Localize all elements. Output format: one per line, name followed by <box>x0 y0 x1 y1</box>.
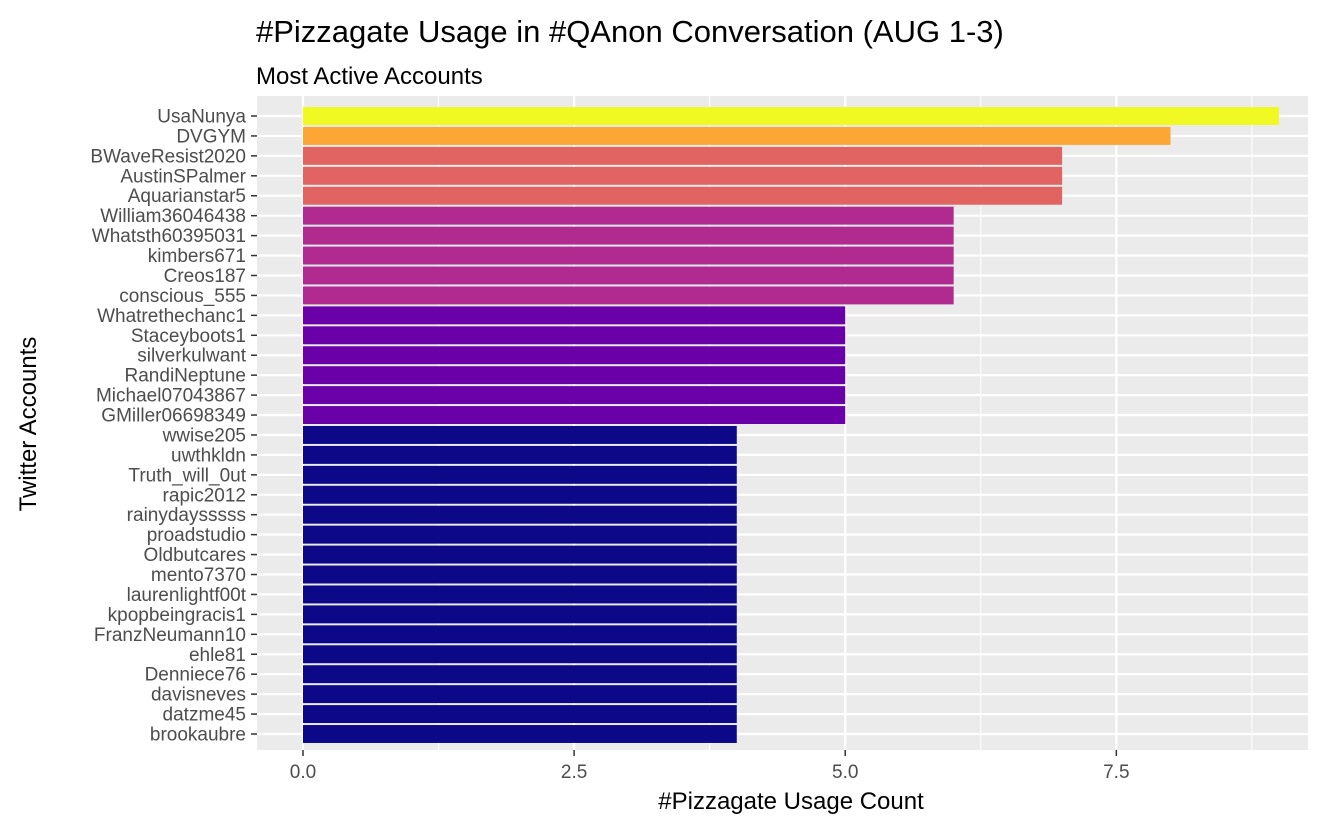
bar-davisneves <box>303 685 737 704</box>
y-axis-ticks: UsaNunyaDVGYMBWaveResist2020AustinSPalme… <box>90 107 257 746</box>
y-axis-title: Twitter Accounts <box>15 337 42 512</box>
y-tick-label: conscious_555 <box>119 286 246 307</box>
x-tick-label: 0.0 <box>290 762 316 783</box>
y-tick-label: Truth_will_0ut <box>128 465 246 486</box>
bar-FranzNeumann10 <box>303 625 737 644</box>
y-tick-label: rapic2012 <box>163 485 246 506</box>
x-tick-label: 5.0 <box>832 762 858 783</box>
y-tick-label: mento7370 <box>151 565 246 586</box>
y-tick-label: Staceyboots1 <box>131 326 246 347</box>
y-tick-label: Whatrethechanc1 <box>97 306 246 327</box>
bar-wwise205 <box>303 425 737 444</box>
bar-mento7370 <box>303 565 737 584</box>
y-tick-label: Denniece76 <box>145 665 246 686</box>
y-tick-label: kimbers671 <box>148 246 246 267</box>
bar-Staceyboots1 <box>303 326 846 345</box>
bar-GMiller06698349 <box>303 406 846 425</box>
y-tick-label: ehle81 <box>189 645 246 666</box>
bar-rainydaysssss <box>303 505 737 524</box>
y-tick-label: Whatsth60395031 <box>92 226 246 247</box>
x-axis-title: #Pizzagate Usage Count <box>658 788 924 815</box>
bar-RandiNeptune <box>303 366 846 385</box>
y-tick-label: DVGYM <box>176 126 246 147</box>
x-axis-ticks: 0.0 2.5 5.0 7.5 <box>290 750 1130 783</box>
bar-Oldbutcares <box>303 545 737 564</box>
bar-datzme45 <box>303 705 737 724</box>
bar-uwthkldn <box>303 445 737 464</box>
y-tick-label: RandiNeptune <box>125 366 246 387</box>
bar-ehle81 <box>303 645 737 664</box>
y-tick-label: proadstudio <box>147 525 246 546</box>
bar-UsaNunya <box>303 107 1279 125</box>
y-tick-label: rainydaysssss <box>127 505 246 526</box>
y-tick-label: Oldbutcares <box>144 545 246 566</box>
y-tick-label: laurenlightf00t <box>127 585 247 606</box>
y-tick-label: Michael07043867 <box>96 386 246 407</box>
bar-brookaubre <box>303 725 737 743</box>
y-tick-label: UsaNunya <box>157 107 246 128</box>
bar-Whatsth60395031 <box>303 226 954 245</box>
bar-BWaveResist2020 <box>303 146 1063 165</box>
y-tick-label: datzme45 <box>163 705 246 726</box>
bar-Truth_will_0ut <box>303 465 737 484</box>
x-tick-label: 2.5 <box>561 762 587 783</box>
bar-William36046438 <box>303 206 954 225</box>
y-tick-label: William36046438 <box>100 206 246 227</box>
y-tick-label: GMiller06698349 <box>101 406 246 427</box>
bars <box>303 107 1279 743</box>
bar-rapic2012 <box>303 485 737 504</box>
y-tick-label: kpopbeingracis1 <box>108 605 246 626</box>
chart-title: #Pizzagate Usage in #QAnon Conversation … <box>256 14 1004 49</box>
bar-Michael07043867 <box>303 386 846 405</box>
y-tick-label: Aquarianstar5 <box>128 186 246 207</box>
bar-Whatrethechanc1 <box>303 306 846 325</box>
y-tick-label: Creos187 <box>164 266 246 287</box>
y-tick-label: davisneves <box>151 685 246 706</box>
bar-Denniece76 <box>303 665 737 684</box>
y-tick-label: BWaveResist2020 <box>90 146 246 167</box>
bar-conscious_555 <box>303 286 954 305</box>
y-tick-label: silverkulwant <box>137 346 246 367</box>
x-tick-label: 7.5 <box>1103 762 1129 783</box>
y-tick-label: FranzNeumann10 <box>94 625 246 646</box>
bar-silverkulwant <box>303 346 846 365</box>
y-tick-label: AustinSPalmer <box>120 166 246 187</box>
bar-laurenlightf00t <box>303 585 737 604</box>
bar-AustinSPalmer <box>303 166 1063 185</box>
bar-proadstudio <box>303 525 737 544</box>
bar-kimbers671 <box>303 246 954 265</box>
y-tick-label: wwise205 <box>162 425 246 446</box>
chart-subtitle: Most Active Accounts <box>256 63 483 90</box>
bar-kpopbeingracis1 <box>303 605 737 624</box>
y-tick-label: uwthkldn <box>171 445 246 466</box>
bar-Creos187 <box>303 266 954 285</box>
bar-Aquarianstar5 <box>303 186 1063 205</box>
y-tick-label: brookaubre <box>150 725 246 746</box>
bar-DVGYM <box>303 126 1171 145</box>
